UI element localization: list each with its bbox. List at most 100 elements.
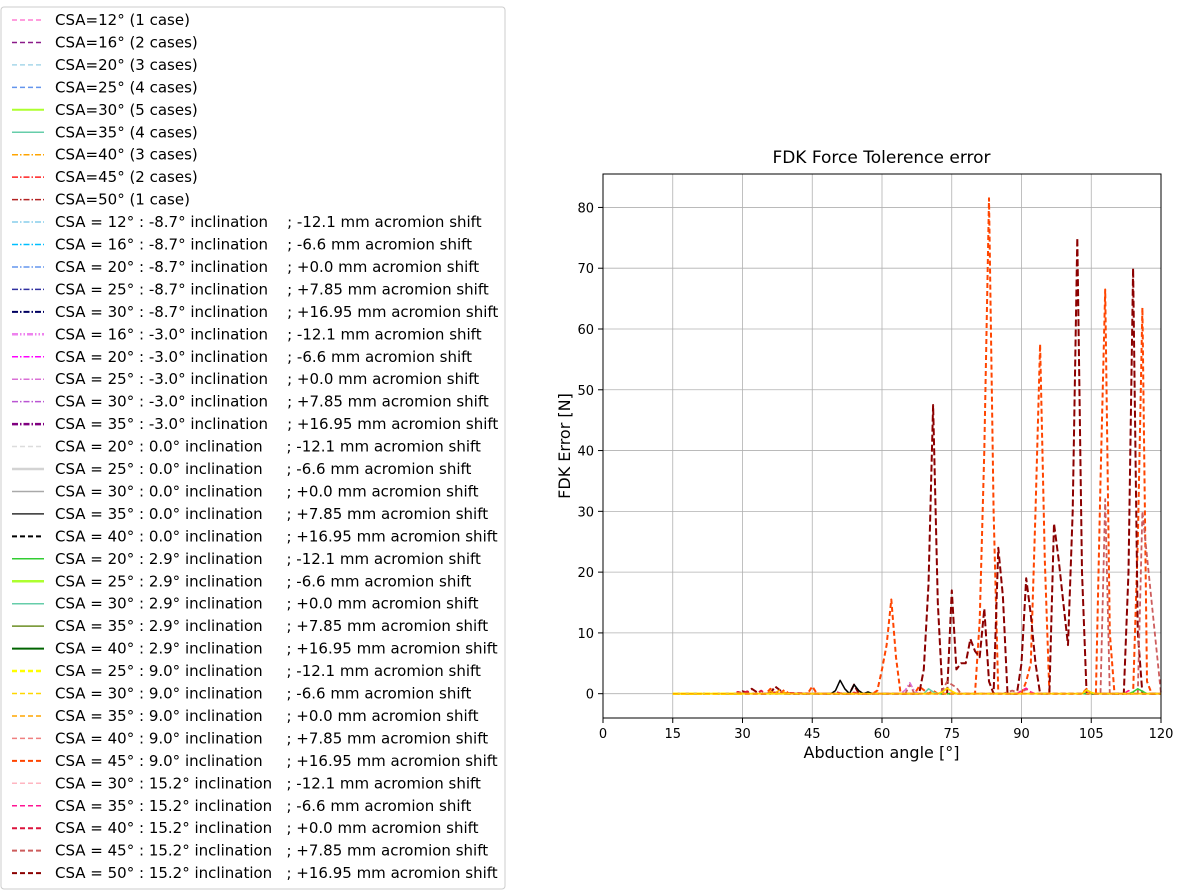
legend-label: CSA = 25° : 2.9° inclination ; -6.6 mm a… bbox=[55, 572, 472, 590]
legend-entry: CSA = 25° : 2.9° inclination ; -6.6 mm a… bbox=[12, 572, 472, 590]
legend-label: CSA = 35° : -3.0° inclination ; +16.95 m… bbox=[55, 415, 498, 433]
legend-entry: CSA = 30° : -8.7° inclination ; +16.95 m… bbox=[12, 303, 498, 321]
series-line-9 bbox=[672, 687, 1161, 695]
legend-entry: CSA = 16° : -8.7° inclination ; -6.6 mm … bbox=[12, 236, 472, 254]
legend-entry: CSA = 25° : 9.0° inclination ; -12.1 mm … bbox=[12, 662, 481, 680]
legend-entry: CSA = 40° : 9.0° inclination ; +7.85 mm … bbox=[12, 729, 488, 747]
plot-area: FDK Force Tolerence error 0 15 30 45 60 75 90 1… bbox=[555, 148, 1173, 762]
legend-entry: CSA = 20° : 2.9° inclination ; -12.1 mm … bbox=[12, 550, 481, 568]
legend: CSA=12° (1 case) CSA=16° (2 cases) CSA=20°… bbox=[0, 6, 506, 890]
legend-entry: CSA=25° (4 cases) bbox=[12, 78, 198, 96]
y-tick-label: 10 bbox=[577, 627, 594, 642]
legend-label: CSA = 30° : 15.2° inclination ; -12.1 mm… bbox=[55, 774, 481, 792]
legend-entry: CSA = 40° : 15.2° inclination ; +0.0 mm … bbox=[12, 819, 479, 837]
legend-entry: CSA = 20° : -3.0° inclination ; -6.6 mm … bbox=[12, 348, 472, 366]
legend-label: CSA = 30° : 0.0° inclination ; +0.0 mm a… bbox=[55, 482, 479, 500]
y-ticks: 0 10 20 30 40 50 60 70 80 bbox=[577, 201, 603, 703]
legend-label: CSA=35° (4 cases) bbox=[55, 123, 198, 141]
x-tick-label: 0 bbox=[599, 727, 607, 742]
series-line-4 bbox=[672, 679, 1161, 695]
legend-label: CSA=25° (4 cases) bbox=[55, 78, 198, 96]
y-tick-label: 70 bbox=[577, 262, 594, 277]
legend-label: CSA = 50° : 15.2° inclination ; +16.95 m… bbox=[55, 864, 498, 882]
legend-label: CSA = 20° : 0.0° inclination ; -12.1 mm … bbox=[55, 438, 481, 456]
legend-label: CSA = 20° : 2.9° inclination ; -12.1 mm … bbox=[55, 550, 481, 568]
y-tick-label: 50 bbox=[577, 384, 594, 399]
legend-entry: CSA = 45° : 9.0° inclination ; +16.95 mm… bbox=[12, 752, 498, 770]
x-tick-label: 105 bbox=[1079, 727, 1104, 742]
legend-entry: CSA = 30° : 0.0° inclination ; +0.0 mm a… bbox=[12, 482, 479, 500]
legend-label: CSA = 35° : 15.2° inclination ; -6.6 mm … bbox=[55, 797, 472, 815]
legend-entry: CSA = 16° : -3.0° inclination ; -12.1 mm… bbox=[12, 325, 482, 343]
legend-entry: CSA=45° (2 cases) bbox=[12, 168, 198, 186]
legend-entry: CSA = 35° : 9.0° inclination ; +0.0 mm a… bbox=[12, 707, 479, 725]
legend-label: CSA = 35° : 0.0° inclination ; +7.85 mm … bbox=[55, 505, 488, 523]
x-tick-label: 120 bbox=[1149, 727, 1174, 742]
legend-label: CSA = 40° : 2.9° inclination ; +16.95 mm… bbox=[55, 640, 498, 658]
legend-entry: CSA = 30° : -3.0° inclination ; +7.85 mm… bbox=[12, 393, 489, 411]
x-tick-label: 75 bbox=[943, 727, 960, 742]
legend-label: CSA = 25° : -3.0° inclination ; +0.0 mm … bbox=[55, 370, 479, 388]
legend-entry: CSA = 40° : 2.9° inclination ; +16.95 mm… bbox=[12, 640, 498, 658]
legend-label: CSA = 12° : -8.7° inclination ; -12.1 mm… bbox=[55, 213, 482, 231]
legend-entry: CSA = 30° : 9.0° inclination ; -6.6 mm a… bbox=[12, 685, 472, 703]
series-line-1 bbox=[672, 236, 1161, 695]
legend-label: CSA = 40° : 9.0° inclination ; +7.85 mm … bbox=[55, 729, 488, 747]
y-tick-label: 40 bbox=[577, 445, 594, 460]
legend-entry: CSA = 25° : 0.0° inclination ; -6.6 mm a… bbox=[12, 460, 472, 478]
legend-label: CSA = 20° : -8.7° inclination ; +0.0 mm … bbox=[55, 258, 479, 276]
legend-entry: CSA = 20° : -8.7° inclination ; +0.0 mm … bbox=[12, 258, 479, 276]
legend-entry: CSA=35° (4 cases) bbox=[12, 123, 198, 141]
legend-label: CSA = 40° : 0.0° inclination ; +16.95 mm… bbox=[55, 527, 498, 545]
legend-entry: CSA=50° (1 case) bbox=[12, 191, 190, 209]
series-group bbox=[672, 197, 1162, 695]
legend-entry: CSA = 30° : 2.9° inclination ; +0.0 mm a… bbox=[12, 595, 479, 613]
legend-label: CSA=40° (3 cases) bbox=[55, 146, 198, 164]
legend-label: CSA = 16° : -3.0° inclination ; -12.1 mm… bbox=[55, 325, 482, 343]
y-tick-label: 0 bbox=[586, 688, 594, 703]
x-tick-label: 45 bbox=[804, 727, 821, 742]
x-ticks: 0 15 30 45 60 75 90 105 120 bbox=[599, 718, 1174, 742]
legend-entry: CSA=12° (1 case) bbox=[12, 11, 190, 29]
legend-label: CSA = 20° : -3.0° inclination ; -6.6 mm … bbox=[55, 348, 472, 366]
legend-entry: CSA=20° (3 cases) bbox=[12, 56, 198, 74]
legend-entry: CSA = 50° : 15.2° inclination ; +16.95 m… bbox=[12, 864, 498, 882]
y-tick-label: 20 bbox=[577, 566, 594, 581]
legend-label: CSA=16° (2 cases) bbox=[55, 33, 198, 51]
legend-label: CSA=50° (1 case) bbox=[55, 191, 190, 209]
legend-label: CSA = 45° : 15.2° inclination ; +7.85 mm… bbox=[55, 842, 488, 860]
legend-label: CSA = 30° : -3.0° inclination ; +7.85 mm… bbox=[55, 393, 489, 411]
y-axis-label: FDK Error [N] bbox=[555, 393, 574, 499]
legend-label: CSA = 25° : 0.0° inclination ; -6.6 mm a… bbox=[55, 460, 472, 478]
legend-entry: CSA = 30° : 15.2° inclination ; -12.1 mm… bbox=[12, 774, 481, 792]
chart-title: FDK Force Tolerence error bbox=[772, 148, 990, 168]
legend-label: CSA = 35° : 9.0° inclination ; +0.0 mm a… bbox=[55, 707, 479, 725]
legend-frame bbox=[0, 6, 506, 890]
legend-label: CSA = 30° : -8.7° inclination ; +16.95 m… bbox=[55, 303, 498, 321]
legend-label: CSA=12° (1 case) bbox=[55, 11, 190, 29]
legend-entry: CSA = 35° : 0.0° inclination ; +7.85 mm … bbox=[12, 505, 488, 523]
x-tick-label: 90 bbox=[1013, 727, 1030, 742]
series-line-11 bbox=[672, 689, 1161, 695]
legend-label: CSA = 45° : 9.0° inclination ; +16.95 mm… bbox=[55, 752, 498, 770]
legend-entry: CSA = 35° : 2.9° inclination ; +7.85 mm … bbox=[12, 617, 488, 635]
legend-entry: CSA = 20° : 0.0° inclination ; -12.1 mm … bbox=[12, 438, 481, 456]
legend-label: CSA = 35° : 2.9° inclination ; +7.85 mm … bbox=[55, 617, 488, 635]
x-tick-label: 30 bbox=[734, 727, 751, 742]
x-axis-label: Abduction angle [°] bbox=[804, 743, 960, 762]
y-tick-label: 80 bbox=[577, 201, 594, 216]
series-line-2 bbox=[672, 498, 1162, 695]
legend-entry: CSA = 35° : 15.2° inclination ; -6.6 mm … bbox=[12, 797, 472, 815]
legend-entry: CSA = 25° : -8.7° inclination ; +7.85 mm… bbox=[12, 280, 489, 298]
legend-label: CSA = 16° : -8.7° inclination ; -6.6 mm … bbox=[55, 236, 472, 254]
legend-label: CSA=45° (2 cases) bbox=[55, 168, 198, 186]
x-tick-label: 60 bbox=[874, 727, 891, 742]
legend-label: CSA = 30° : 2.9° inclination ; +0.0 mm a… bbox=[55, 595, 479, 613]
series-line-0 bbox=[672, 197, 1161, 695]
legend-entry: CSA = 40° : 0.0° inclination ; +16.95 mm… bbox=[12, 527, 498, 545]
legend-entry: CSA = 12° : -8.7° inclination ; -12.1 mm… bbox=[12, 213, 482, 231]
legend-label: CSA=20° (3 cases) bbox=[55, 56, 198, 74]
legend-label: CSA = 25° : -8.7° inclination ; +7.85 mm… bbox=[55, 280, 489, 298]
legend-entry: CSA = 45° : 15.2° inclination ; +7.85 mm… bbox=[12, 842, 488, 860]
